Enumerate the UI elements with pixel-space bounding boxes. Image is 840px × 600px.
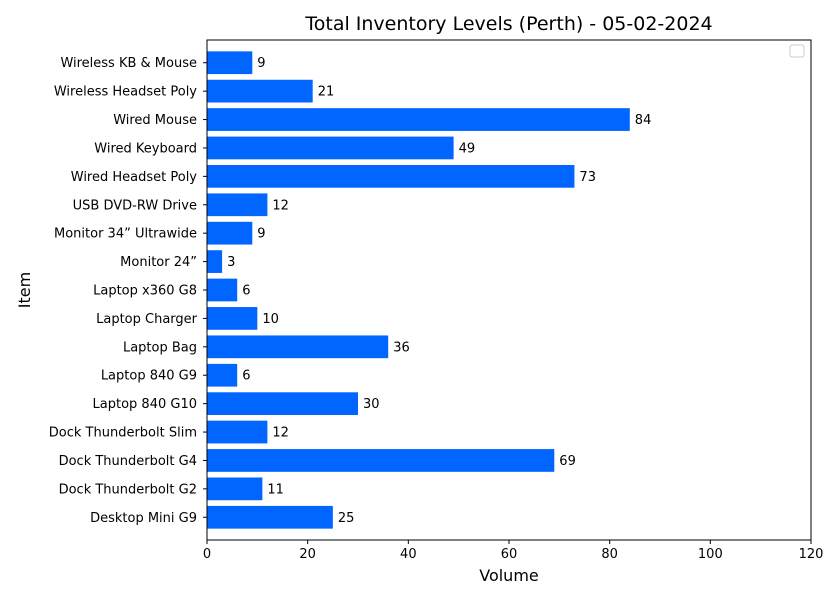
bar-value-label: 25 <box>338 511 355 526</box>
x-axis-ticks: 0 20 40 60 80 100 120 <box>203 540 824 562</box>
bar-value-label: 3 <box>227 255 235 270</box>
bar-value-label: 6 <box>242 369 250 384</box>
y-tick-label: Wireless KB & Mouse <box>60 56 197 71</box>
y-tick-label: Dock Thunderbolt Slim <box>49 426 197 441</box>
bar <box>207 250 223 273</box>
y-tick-label: Laptop x360 G8 <box>93 284 197 299</box>
y-axis-ticks: Desktop Mini G9 Dock Thunderbolt G2 Dock T… <box>49 56 207 526</box>
bar <box>207 221 253 245</box>
bar <box>207 51 253 75</box>
bar-value-label: 84 <box>635 113 652 128</box>
bar <box>207 335 389 359</box>
bar <box>207 307 258 330</box>
y-tick-label: Desktop Mini G9 <box>90 511 197 526</box>
bar-value-label: 12 <box>272 426 289 441</box>
x-tick-label: 80 <box>601 547 618 562</box>
bar <box>207 278 238 302</box>
y-tick-label: Laptop 840 G10 <box>93 397 197 412</box>
bar <box>207 79 313 103</box>
bar <box>207 505 333 529</box>
bar <box>207 449 555 472</box>
x-tick-label: 0 <box>203 547 211 562</box>
y-tick-label: Wired Headset Poly <box>71 170 198 185</box>
bar-value-label: 12 <box>272 198 289 213</box>
y-tick-label: Wired Mouse <box>113 113 197 128</box>
x-tick-label: 120 <box>799 547 824 562</box>
bar-value-label: 6 <box>242 284 250 299</box>
bars-layer <box>207 51 630 529</box>
y-tick-label: Dock Thunderbolt G4 <box>59 454 197 469</box>
bar-value-label: 9 <box>257 56 265 71</box>
plot-area-frame <box>206 39 812 541</box>
chart-title: Total Inventory Levels (Perth) - 05-02-2… <box>304 13 712 35</box>
y-axis-title: Item <box>15 272 34 308</box>
y-tick-label: USB DVD-RW Drive <box>73 198 197 213</box>
bar <box>207 420 268 444</box>
x-tick-label: 100 <box>698 547 723 562</box>
y-tick-label: Laptop 840 G9 <box>101 369 197 384</box>
y-tick-label: Wired Keyboard <box>94 141 197 156</box>
bar <box>207 193 268 217</box>
legend-box <box>789 44 805 58</box>
y-tick-label: Wireless Headset Poly <box>54 85 197 100</box>
y-tick-label: Monitor 24” <box>120 255 197 270</box>
bar <box>207 136 454 160</box>
bar-value-label: 30 <box>363 397 380 412</box>
x-tick-label: 40 <box>400 547 417 562</box>
y-tick-label: Laptop Charger <box>96 312 198 327</box>
x-tick-label: 60 <box>501 547 518 562</box>
y-tick-label: Laptop Bag <box>123 340 197 355</box>
bar-value-label: 11 <box>267 482 284 497</box>
y-tick-label: Dock Thunderbolt G2 <box>59 482 197 497</box>
bar <box>207 165 575 188</box>
bar-value-label: 36 <box>393 340 410 355</box>
bar-value-label: 49 <box>459 141 476 156</box>
bar-value-label: 69 <box>559 454 576 469</box>
y-tick-label: Monitor 34” Ultrawide <box>54 227 197 242</box>
bar-value-label: 21 <box>318 85 335 100</box>
bar-value-label: 73 <box>579 170 596 185</box>
bar <box>207 363 238 387</box>
bar <box>207 392 358 415</box>
bar-value-label: 10 <box>262 312 279 327</box>
x-tick-label: 20 <box>299 547 316 562</box>
bar <box>207 108 630 131</box>
bar <box>207 477 263 501</box>
x-axis-title: Volume <box>479 566 539 585</box>
bar-value-label: 9 <box>257 227 265 242</box>
